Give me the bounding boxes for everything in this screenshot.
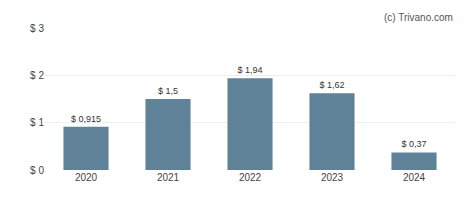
svg-text:2022: 2022 (239, 172, 262, 183)
svg-text:2024: 2024 (403, 172, 426, 183)
svg-text:$ 1,5: $ 1,5 (158, 86, 178, 96)
svg-text:2020: 2020 (75, 172, 98, 183)
svg-text:2021: 2021 (157, 172, 180, 183)
svg-text:$ 2: $ 2 (30, 70, 44, 81)
svg-text:$ 3: $ 3 (30, 23, 44, 34)
svg-text:$ 1,62: $ 1,62 (319, 80, 344, 90)
svg-text:$ 0,37: $ 0,37 (401, 139, 426, 149)
svg-text:2023: 2023 (321, 172, 344, 183)
svg-text:$ 1: $ 1 (30, 117, 44, 128)
svg-text:$ 1,94: $ 1,94 (237, 65, 262, 75)
svg-text:$ 0,915: $ 0,915 (71, 114, 101, 124)
svg-text:$ 0: $ 0 (30, 165, 44, 176)
svg-text:(c) Trivano.com: (c) Trivano.com (384, 12, 453, 23)
